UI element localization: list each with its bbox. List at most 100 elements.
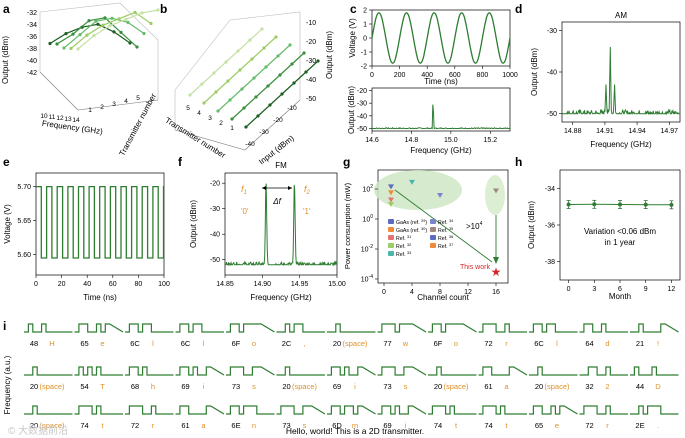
panel-c-top-xtick-label: 0: [370, 72, 374, 79]
panel-i-hex-label: 32: [585, 382, 593, 391]
panel-i-bit-waveform: [175, 323, 224, 333]
panel-g-legend-label: GaAs (ref. 29): [396, 219, 427, 226]
panel-i-char-label: (space): [342, 339, 368, 348]
panel-i-hex-label: 20: [535, 382, 543, 391]
panel-d-title: AM: [615, 11, 627, 20]
panel-g-legend-ref: 35: [449, 227, 453, 231]
panel-i-bit-waveform: [377, 405, 427, 415]
panel-i-hex-label: 65: [535, 421, 543, 430]
panel-i-hex-label: 2C: [282, 339, 292, 348]
panel-a-ytick-label: -36: [27, 34, 37, 41]
panel-g-legend-marker: [388, 227, 394, 232]
panel-g-legend-tail: ): [425, 228, 427, 234]
panel-i-bit-waveform: [175, 405, 225, 415]
panel-a-xtick-label: 13: [64, 116, 72, 123]
panel-i-bit-waveform: [24, 366, 73, 376]
panel-i-char-label: l: [203, 339, 205, 348]
panel-letter-e: e: [3, 155, 10, 169]
panel-h-point: [566, 202, 571, 207]
panel-b-ytick-label: -20: [306, 39, 316, 46]
panel-b-ytick-label: -40: [306, 77, 316, 84]
panel-i-hex-label: 6E: [231, 421, 240, 430]
panel-g-legend-marker: [388, 219, 394, 224]
panel-f-xtick-label: 14.95: [291, 281, 309, 288]
panel-c-top-xtick-label: 1000: [502, 72, 518, 79]
panel-i-bit-waveform: [327, 323, 376, 333]
panel-i-bit-waveform: [125, 366, 174, 376]
panel-a-series-2: [56, 17, 138, 48]
panel-a-ztick-label: 2: [100, 104, 104, 111]
panel-f-bit-0: '0': [241, 207, 249, 216]
panel-b-ylabel: Output (dBm): [325, 31, 334, 79]
panel-g-trend-arrow: [394, 189, 493, 263]
panel-i-char-label: s: [303, 421, 307, 430]
panel-i-hex-label: 54: [80, 382, 88, 391]
panel-f-title: FM: [275, 161, 287, 170]
panel-g-xtick-label: 16: [492, 289, 500, 296]
panel-i-char-label: (space): [443, 382, 469, 391]
panel-i-bit-waveform: [276, 366, 325, 376]
panel-i-char-label: r: [505, 339, 508, 348]
panel-e-ytick-label: 5.60: [17, 252, 31, 259]
panel-e: 0 20 40 60 80 100 5.70 5.65 5.60 Voltage (V) Tim…: [3, 172, 170, 302]
panel-letter-h: h: [515, 155, 522, 169]
panel-b-box: [174, 11, 301, 151]
panel-e-xlabel: Time (ns): [83, 293, 117, 302]
panel-f: 14.85 14.90 14.95 15.00 -20 -30 -40 -50 FM Outp…: [189, 161, 346, 302]
panel-i-char-label: s: [252, 382, 256, 391]
panel-b-series-4: [231, 52, 305, 120]
panel-f-label-f1: f1: [241, 184, 247, 196]
panel-i-hex-label: 6C: [534, 339, 544, 348]
panel-i-hex-label: 64: [585, 339, 593, 348]
panel-i-bit-waveform: [226, 323, 275, 333]
panel-b-ytick-label: -10: [306, 20, 316, 27]
panel-i-bit-waveform: [579, 366, 628, 376]
panel-h-ytick-label: -36: [545, 223, 555, 230]
panel-g-xtick-label: 12: [464, 289, 472, 296]
panel-g-legend-marker: [430, 243, 436, 248]
panel-i-char-label: a: [504, 382, 509, 391]
panel-h-point: [618, 202, 622, 207]
panel-c-top-xtick-label: 200: [394, 72, 406, 79]
panel-g-legend-label: Ref. 34: [438, 219, 453, 226]
panel-i-bit-waveform: [24, 323, 73, 333]
panel-i-bit-waveform: [74, 366, 123, 376]
panel-i-char-label: i: [354, 382, 356, 391]
panel-i-hex-label: 72: [585, 421, 593, 430]
panel-i-bit-waveform: [125, 323, 174, 333]
panel-i-bit-waveform: [529, 405, 578, 415]
panel-b-zlabel: Transmitter number: [163, 116, 227, 161]
panel-i-char-label: (space): [39, 421, 65, 430]
panel-h-xtick-label: 9: [644, 286, 648, 293]
panel-c-top-xtick-label: 600: [449, 72, 461, 79]
panel-i-hex-label: 74: [434, 421, 442, 430]
panel-i-char-label: 2: [605, 382, 609, 391]
panel-i-char-label: t: [101, 421, 104, 430]
panel-i-bit-waveform: [630, 366, 679, 376]
panel-i-hex-label: 44: [636, 382, 644, 391]
panel-i-bit-waveform: [478, 405, 527, 415]
panel-g-legend-marker: [388, 251, 394, 256]
panel-g-legend-ref: 33: [407, 251, 411, 255]
panel-h-xtick-label: 0: [567, 286, 571, 293]
panel-c-bottom-xtick-label: 15.2: [483, 137, 497, 144]
panel-d-ylabel: Output (dBm): [530, 48, 539, 96]
panel-a-ztick-label: 1: [88, 107, 92, 114]
panel-f-ytick-label: -30: [210, 206, 220, 213]
panel-c-top-xtick-label: 400: [421, 72, 433, 79]
panel-i-bit-waveform: [630, 323, 679, 333]
panel-e-ytick-label: 5.65: [17, 218, 31, 225]
panel-f-arrowhead: [262, 186, 266, 190]
watermark-text: © 大数据前沿: [8, 424, 68, 437]
panel-i-bit-waveform: [478, 366, 528, 376]
panel-d-xtick-label: 14.97: [661, 128, 679, 135]
panel-i-bit-waveform: [478, 323, 527, 333]
panel-f-delta-f-label: Δf: [272, 197, 281, 206]
panel-f-ylabel: Output (dBm): [189, 200, 198, 248]
panel-letter-c: c: [350, 2, 357, 16]
panel-g-legend-ref: 29: [421, 219, 425, 223]
panel-g-point: [493, 188, 499, 194]
panel-i-hex-label: 6F: [434, 339, 443, 348]
panel-f-xlabel: Frequency (GHz): [250, 293, 312, 302]
